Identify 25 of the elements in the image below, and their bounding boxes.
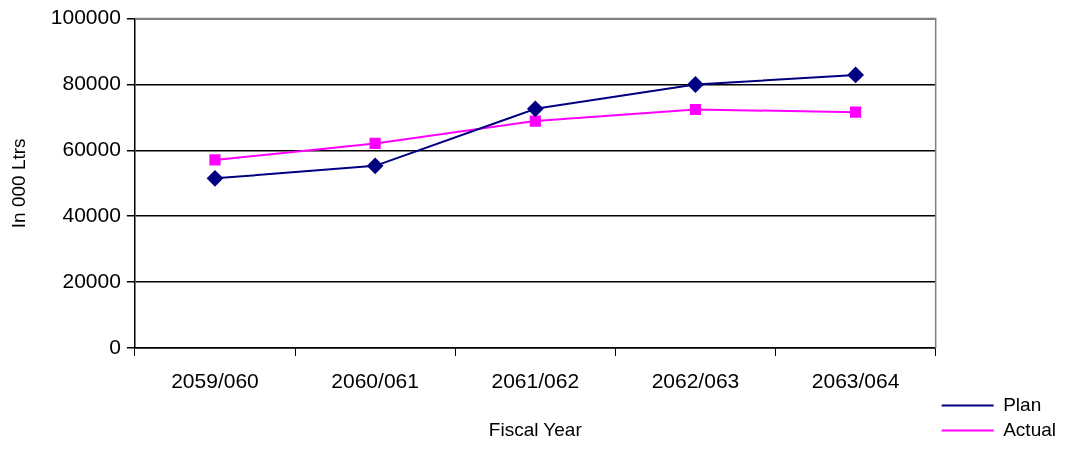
x-axis-title: Fiscal Year: [488, 418, 583, 440]
point: [687, 76, 704, 93]
point: [369, 137, 381, 150]
y-tick-label: 40000: [62, 203, 121, 227]
legend-label: Actual: [1003, 418, 1057, 440]
point: [527, 100, 544, 117]
point: [689, 103, 702, 116]
point: [847, 66, 864, 83]
point: [850, 106, 862, 118]
x-tick-label: 2059/060: [171, 369, 259, 393]
y-axis-title: In 000 Ltrs: [7, 138, 29, 229]
legend-label: Plan: [1003, 393, 1042, 415]
y-tick-label: 100000: [50, 5, 121, 29]
x-tick-label: 2061/062: [491, 369, 580, 393]
y-tick-label: 60000: [62, 137, 121, 161]
y-tick-label: 0: [109, 334, 121, 358]
x-tick-label: 2060/061: [331, 369, 419, 393]
point: [367, 157, 384, 174]
point: [206, 170, 223, 187]
x-tick-label: 2062/063: [651, 369, 740, 393]
point: [529, 115, 541, 127]
y-tick-label: 20000: [62, 268, 121, 292]
y-tick-label: 80000: [62, 71, 121, 95]
point: [209, 154, 221, 166]
x-tick-label: 2063/064: [811, 369, 900, 393]
